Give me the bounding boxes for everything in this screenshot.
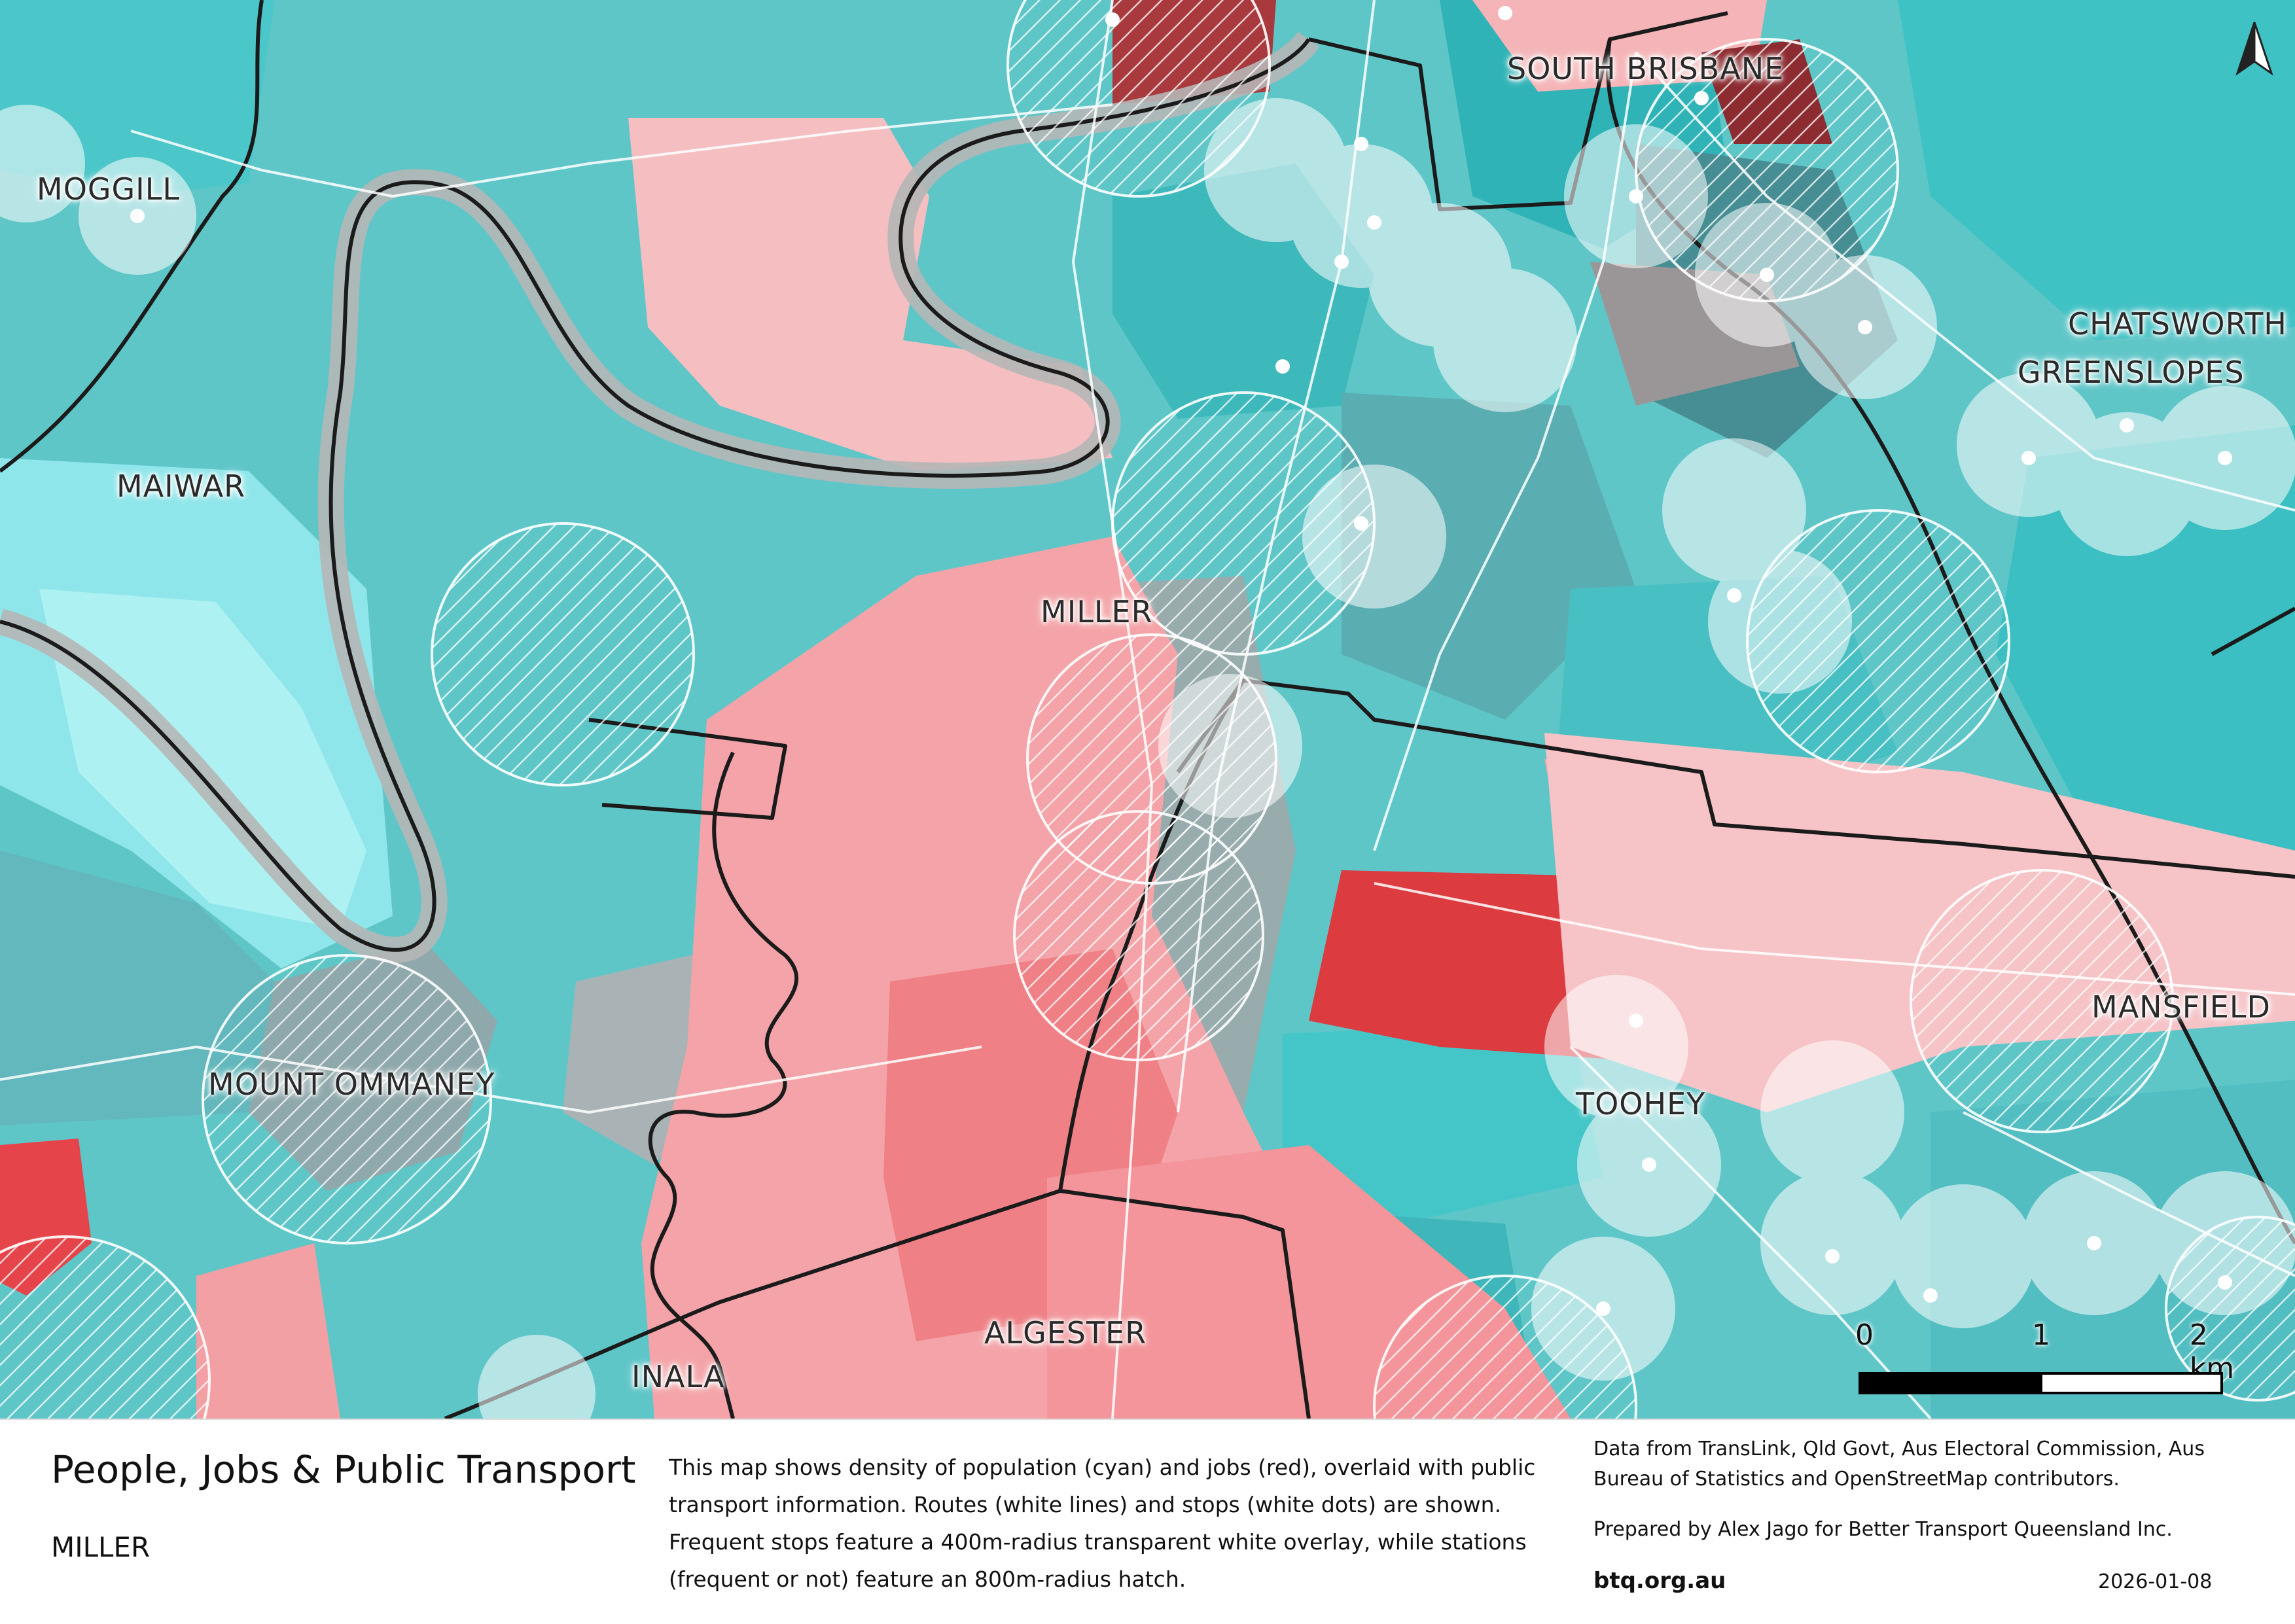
suburb-label-moggill: MOGGILL (37, 171, 181, 207)
scale-bar: 0 1 2 km (1855, 1318, 2234, 1410)
suburb-label-south-brisbane: SOUTH BRISBANE (1507, 51, 1785, 86)
suburb-label-algester: ALGESTER (984, 1315, 1147, 1350)
data-credits: Data from TransLink, Qld Govt, Aus Elect… (1593, 1438, 2205, 1491)
map-date: 2026-01-08 (2098, 1570, 2213, 1593)
suburb-label-mount-ommaney: MOUNT OMMANEY (208, 1067, 495, 1102)
north-arrow-icon (2235, 22, 2273, 76)
suburb-label-inala: INALA (632, 1359, 725, 1394)
suburb-label-toohey: TOOHEY (1576, 1086, 1706, 1121)
map-description: This map shows density of population (cy… (669, 1455, 1536, 1592)
suburb-label-chatsworth: CHATSWORTH (2068, 306, 2287, 342)
map-area[interactable]: SOUTH BRISBANE MOGGILL CHATSWORTH GREENS… (0, 0, 2295, 1419)
suburb-label-greenslopes: GREENSLOPES (2018, 355, 2245, 390)
suburb-label-maiwar: MAIWAR (116, 468, 246, 504)
scale-segment-white (2040, 1372, 2223, 1394)
station-hatch-overlays (0, 0, 2295, 1419)
scale-tick-0: 0 (1855, 1318, 1874, 1352)
website-link[interactable]: btq.org.au (1593, 1568, 1726, 1594)
transport-stops (130, 6, 2232, 1316)
map-canvas (0, 0, 2295, 1419)
prepared-by: Prepared by Alex Jago for Better Transpo… (1593, 1518, 2173, 1541)
map-subtitle: MILLER (51, 1531, 151, 1563)
scale-tick-1: 1 (2032, 1318, 2050, 1352)
legend-panel: People, Jobs & Public Transport MILLER T… (0, 1419, 2295, 1624)
suburb-label-miller: MILLER (1041, 594, 1153, 629)
map-title: People, Jobs & Public Transport (51, 1447, 636, 1492)
scale-segment-black (1859, 1372, 2042, 1394)
suburb-label-mansfield: MANSFIELD (2091, 989, 2271, 1025)
